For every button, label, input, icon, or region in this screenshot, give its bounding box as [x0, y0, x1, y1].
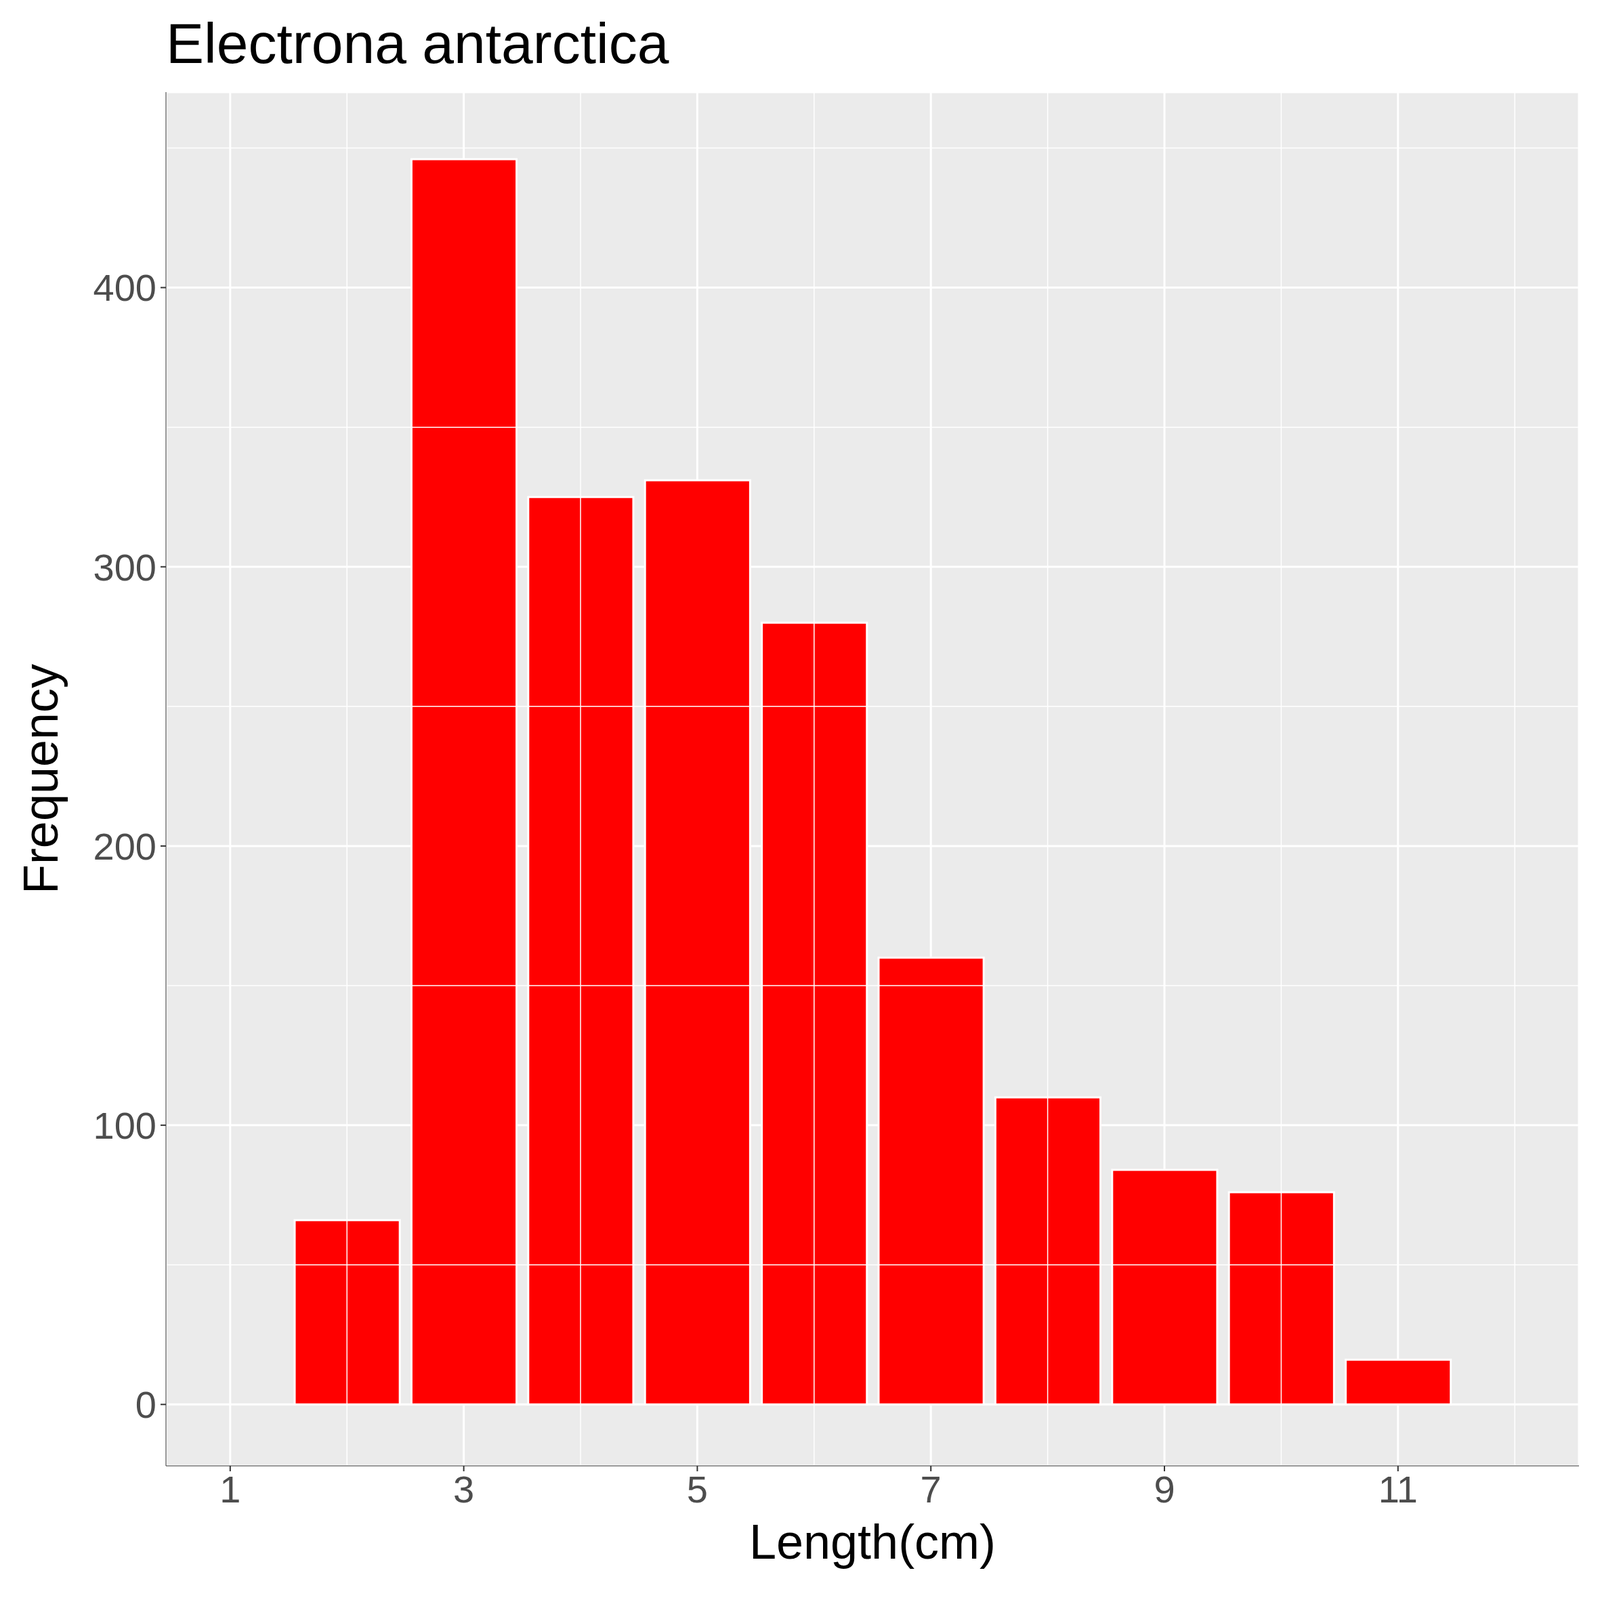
svg-text:100: 100: [93, 1104, 157, 1147]
svg-text:5: 5: [686, 1467, 708, 1511]
svg-text:300: 300: [93, 545, 157, 589]
svg-text:7: 7: [920, 1467, 942, 1511]
svg-text:400: 400: [93, 266, 157, 309]
svg-text:11: 11: [1378, 1467, 1418, 1511]
html-text:Length(cm): Length(cm): [749, 1514, 996, 1569]
html-text:Electrona antarctica: Electrona antarctica: [165, 11, 669, 76]
html-text:Frequency: Frequency: [13, 663, 68, 895]
svg-text:200: 200: [93, 825, 157, 868]
svg-text:1: 1: [219, 1467, 241, 1511]
svg-text:3: 3: [453, 1467, 475, 1511]
svg-text:0: 0: [135, 1383, 157, 1426]
svg-text:9: 9: [1153, 1467, 1175, 1511]
